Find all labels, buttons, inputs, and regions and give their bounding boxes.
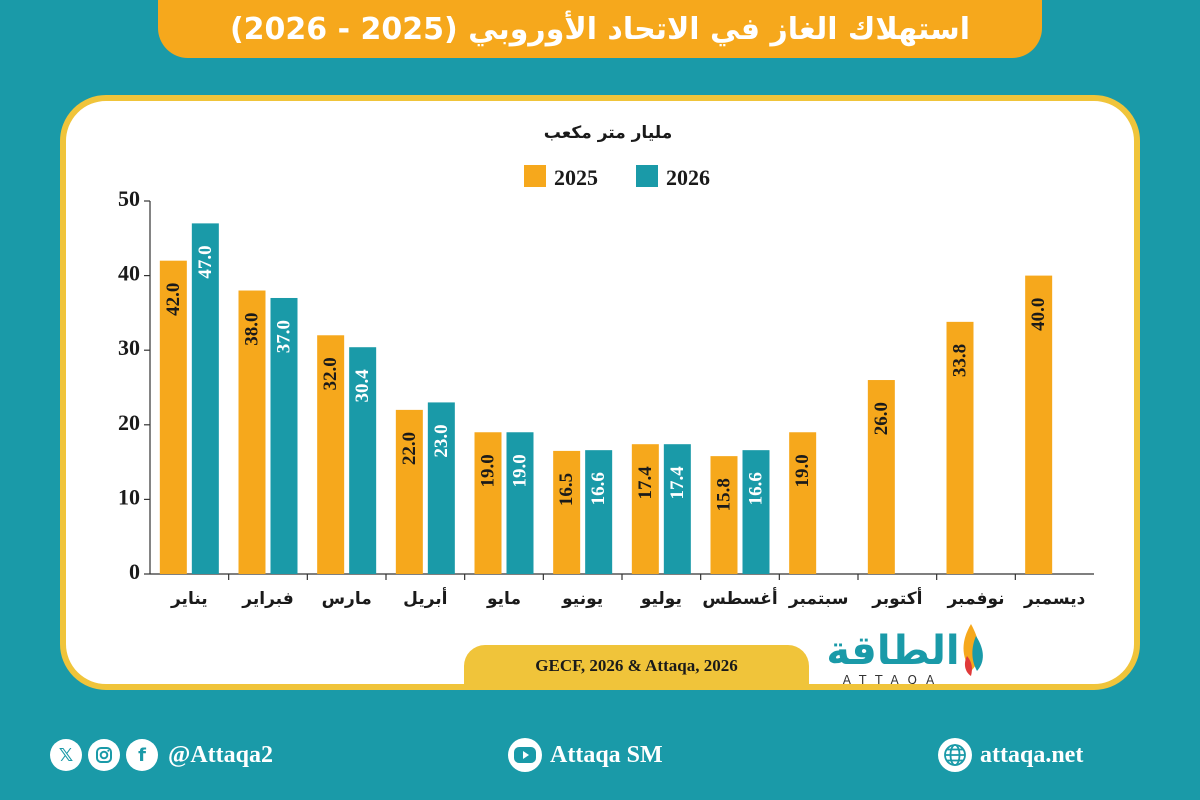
social-links: 𝕏 f @Attaqa2	[50, 730, 273, 780]
title-banner: استهلاك الغاز في الاتحاد الأوروبي (2025 …	[158, 0, 1042, 58]
data-label-2025-4: 22.0	[399, 432, 420, 465]
data-label-2026-7: 17.4	[667, 466, 688, 500]
data-label-2025-10: 26.0	[871, 402, 892, 435]
bar-2025-11	[946, 321, 974, 574]
footer: 𝕏 f @Attaqa2 Attaqa SM attaqa.net	[0, 730, 1200, 780]
legend-label-2025: 2025	[554, 165, 598, 190]
bar-chart: مليار متر مكعب 2025 2026 0 10 20 30 40 50 42.0 47.…	[118, 123, 1094, 609]
data-label-2026-8: 16.6	[746, 472, 767, 505]
bar-2025-6	[553, 450, 581, 574]
x-tick-label: أكتوبر	[871, 587, 922, 609]
logo-arabic: الطاقة	[826, 628, 959, 674]
bar-2026-8	[742, 450, 770, 574]
y-tick-label-50: 50	[118, 186, 140, 211]
website-url: attaqa.net	[980, 741, 1084, 768]
bar-2026-2	[270, 297, 298, 574]
x-tick-label: يناير	[170, 589, 208, 609]
bar-2026-5	[506, 432, 534, 574]
youtube-channel: Attaqa SM	[550, 741, 663, 768]
data-label-2025-1: 42.0	[163, 283, 184, 316]
globe-icon	[938, 738, 972, 772]
x-icon[interactable]: 𝕏	[50, 739, 82, 771]
x-tick-label: سبتمبر	[788, 589, 849, 609]
data-label-2026-5: 19.0	[510, 454, 531, 487]
instagram-icon[interactable]	[88, 739, 120, 771]
logo-latin: ATTAQA	[843, 673, 943, 687]
x-tick-label: أغسطس	[702, 587, 777, 609]
website-link[interactable]: attaqa.net	[938, 730, 1083, 780]
legend-swatch-2025	[524, 165, 546, 187]
bar-2025-1	[159, 260, 187, 574]
bar-2026-1	[191, 223, 219, 574]
bar-2026-6	[585, 450, 613, 574]
bar-2025-7	[631, 444, 659, 574]
x-tick-label: يوليو	[640, 589, 682, 609]
data-label-2026-4: 23.0	[431, 424, 452, 457]
x-tick-label: مارس	[322, 589, 372, 609]
x-tick-label: فبراير	[241, 589, 293, 609]
bar-2026-4	[427, 402, 455, 574]
data-label-2025-2: 38.0	[242, 313, 263, 346]
data-label-2025-5: 19.0	[478, 454, 499, 487]
data-label-2025-8: 15.8	[714, 478, 735, 511]
bar-2026-3	[349, 347, 377, 574]
bar-2025-2	[238, 290, 266, 574]
data-label-2025-7: 17.4	[635, 466, 656, 500]
data-label-2026-6: 16.6	[588, 472, 609, 505]
data-label-2025-6: 16.5	[556, 473, 577, 506]
x-tick-label: يونيو	[561, 589, 603, 609]
legend-label-2026: 2026	[666, 165, 710, 190]
x-tick-label: مايو	[486, 589, 521, 609]
y-axis-label: مليار متر مكعب	[544, 123, 672, 143]
data-label-2026-1: 47.0	[195, 245, 216, 278]
bar-2025-8	[710, 456, 738, 574]
y-tick-label-40: 40	[118, 261, 140, 286]
data-label-2025-11: 33.8	[950, 344, 971, 377]
bar-2025-4	[395, 409, 423, 574]
y-tick-label-20: 20	[118, 410, 140, 435]
facebook-icon[interactable]: f	[126, 739, 158, 771]
data-label-2025-3: 32.0	[320, 357, 341, 390]
chart-card: مليار متر مكعب 2025 2026 0 10 20 30 40 50 42.0 47.…	[60, 95, 1140, 690]
x-tick-label: ديسمبر	[1023, 589, 1086, 609]
bar-2025-5	[474, 432, 502, 574]
page-title: استهلاك الغاز في الاتحاد الأوروبي (2025 …	[229, 11, 971, 47]
bar-2025-12	[1025, 275, 1053, 574]
social-handle[interactable]: @Attaqa2	[168, 741, 273, 768]
data-label-2025-9: 19.0	[792, 454, 813, 487]
data-label-2026-2: 37.0	[274, 320, 295, 353]
y-tick-label-30: 30	[118, 335, 140, 360]
bar-2025-10	[867, 380, 895, 574]
bar-2026-7	[663, 444, 691, 574]
legend-swatch-2026	[636, 165, 658, 187]
flame-icon	[963, 624, 983, 676]
youtube-icon	[508, 738, 542, 772]
bar-2025-9	[789, 432, 817, 574]
y-tick-label-10: 10	[118, 484, 140, 509]
source-note: GECF, 2026 & Attaqa, 2026	[464, 645, 809, 684]
y-tick-label-0: 0	[129, 559, 140, 584]
bar-2025-3	[317, 335, 345, 574]
data-label-2025-12: 40.0	[1028, 298, 1049, 331]
x-tick-label: أبريل	[403, 587, 447, 609]
data-label-2026-3: 30.4	[352, 369, 373, 403]
attaqa-logo: الطاقة ATTAQA	[826, 624, 983, 687]
youtube-link[interactable]: Attaqa SM	[508, 730, 663, 780]
x-tick-label: نوفمبر	[946, 589, 1004, 609]
